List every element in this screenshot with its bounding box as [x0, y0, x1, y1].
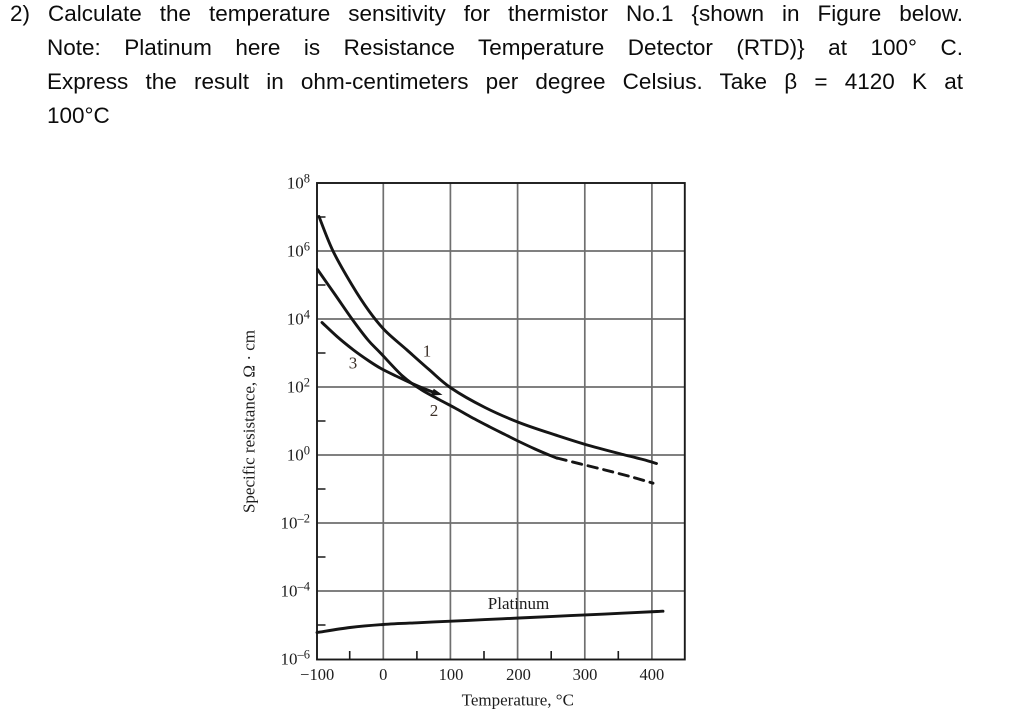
svg-text:Specific resistance, Ω · cm: Specific resistance, Ω · cm — [240, 330, 259, 513]
svg-text:104: 104 — [287, 308, 311, 329]
svg-text:106: 106 — [287, 240, 310, 261]
svg-text:Temperature, °C: Temperature, °C — [462, 690, 574, 709]
svg-text:100: 100 — [287, 444, 310, 465]
svg-text:108: 108 — [287, 172, 310, 193]
svg-text:400: 400 — [640, 665, 665, 684]
svg-text:−100: −100 — [300, 665, 334, 684]
svg-text:1: 1 — [423, 342, 432, 361]
svg-text:0: 0 — [379, 665, 387, 684]
svg-text:100: 100 — [439, 665, 464, 684]
svg-text:10–2: 10–2 — [281, 512, 311, 533]
svg-text:300: 300 — [573, 665, 598, 684]
svg-text:Platinum: Platinum — [488, 594, 549, 613]
svg-text:10–4: 10–4 — [281, 580, 311, 601]
svg-text:2: 2 — [430, 401, 439, 420]
svg-text:200: 200 — [506, 665, 531, 684]
svg-text:3: 3 — [349, 354, 358, 373]
svg-text:102: 102 — [287, 376, 310, 397]
